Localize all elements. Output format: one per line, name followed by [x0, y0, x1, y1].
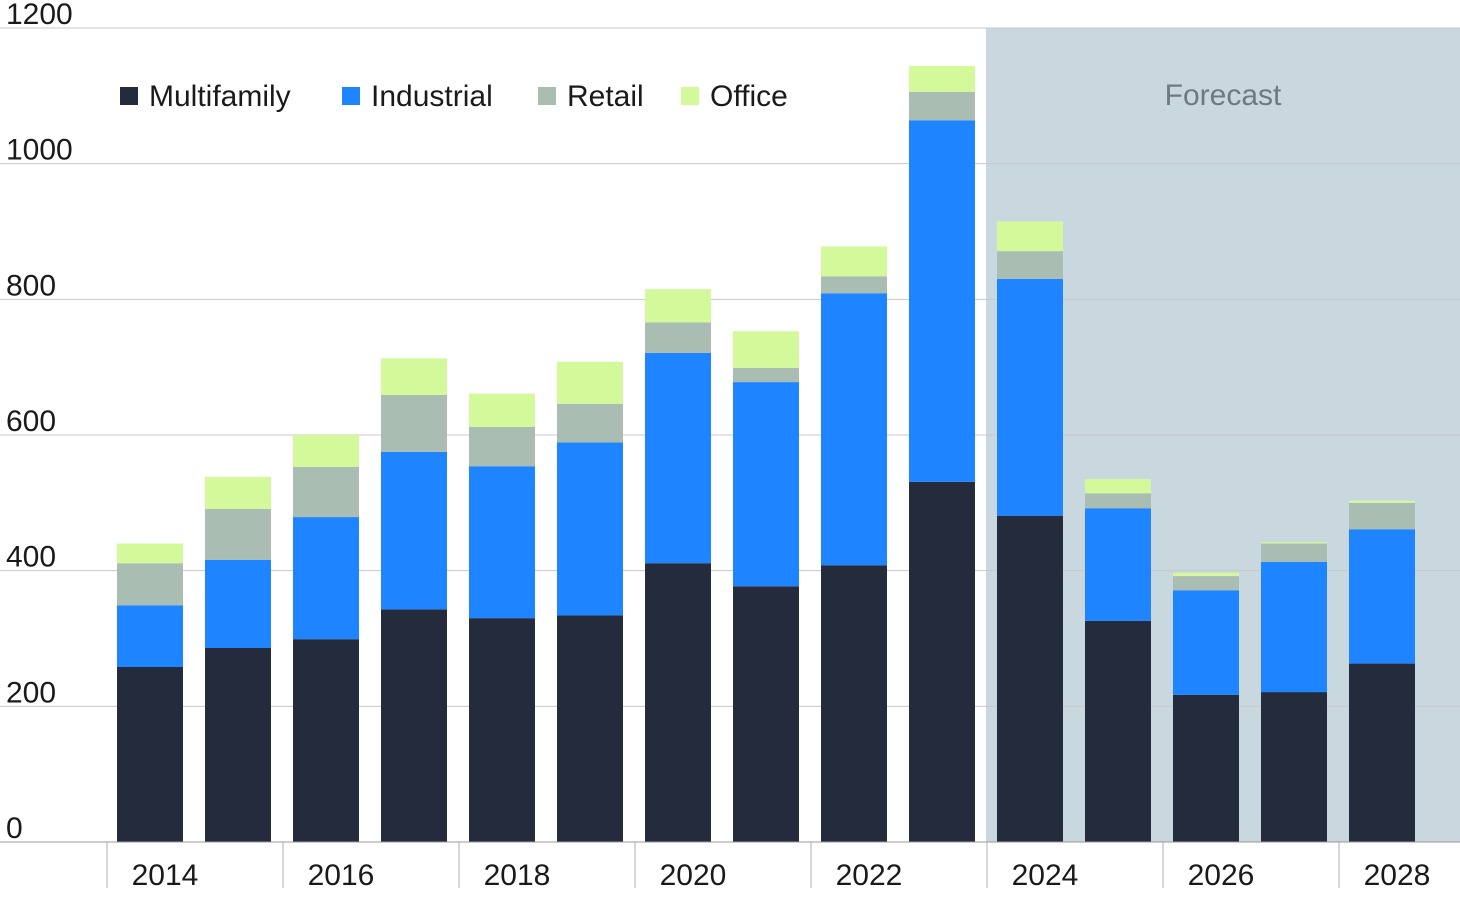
bar-multifamily-2028	[1349, 663, 1415, 842]
legend-swatch-industrial	[342, 87, 360, 105]
bar-office-2021	[733, 331, 799, 368]
bar-industrial-2023	[909, 120, 975, 482]
x-tick-label: 2018	[484, 859, 551, 892]
x-tick-label: 2028	[1364, 859, 1431, 892]
bar-multifamily-2020	[645, 563, 711, 842]
bar-multifamily-2026	[1173, 694, 1239, 842]
bar-retail-2026	[1173, 576, 1239, 591]
forecast-label: Forecast	[1165, 79, 1282, 112]
bar-office-2014	[117, 543, 183, 564]
y-tick-label: 600	[6, 405, 56, 438]
bar-retail-2027	[1261, 543, 1327, 562]
bar-industrial-2022	[821, 293, 887, 566]
legend-swatch-office	[681, 87, 699, 105]
bar-retail-2024	[997, 251, 1063, 279]
bar-office-2022	[821, 246, 887, 277]
bar-retail-2019	[557, 403, 623, 443]
bar-office-2015	[205, 477, 271, 509]
bar-industrial-2016	[293, 517, 359, 640]
y-tick-label: 1000	[6, 134, 73, 167]
bar-retail-2016	[293, 466, 359, 518]
bar-industrial-2027	[1261, 561, 1327, 693]
bar-industrial-2020	[645, 352, 711, 564]
legend-label-industrial: Industrial	[371, 80, 493, 113]
bar-industrial-2019	[557, 442, 623, 616]
bar-retail-2020	[645, 322, 711, 353]
bar-multifamily-2025	[1085, 620, 1151, 842]
y-tick-label: 0	[6, 812, 23, 845]
y-axis-ticks: 0 200 400 600 800 1000 1200	[6, 0, 73, 845]
x-tick-label: 2020	[660, 859, 727, 892]
y-tick-label: 200	[6, 676, 56, 709]
bar-multifamily-2018	[469, 618, 535, 842]
bar-retail-2018	[469, 426, 535, 467]
bars	[117, 65, 1415, 842]
bar-office-2024	[997, 221, 1063, 252]
bar-multifamily-2023	[909, 481, 975, 842]
x-tick-label: 2014	[132, 859, 199, 892]
bar-retail-2028	[1349, 502, 1415, 530]
bar-industrial-2018	[469, 466, 535, 619]
y-tick-label: 400	[6, 541, 56, 574]
legend-label-retail: Retail	[567, 80, 644, 113]
bar-retail-2017	[381, 394, 447, 452]
bar-industrial-2015	[205, 559, 271, 648]
x-tick-label: 2016	[308, 859, 375, 892]
bar-multifamily-2016	[293, 639, 359, 842]
bar-retail-2014	[117, 563, 183, 606]
bar-industrial-2024	[997, 278, 1063, 516]
bar-retail-2015	[205, 508, 271, 560]
bar-multifamily-2019	[557, 615, 623, 842]
bar-multifamily-2014	[117, 666, 183, 842]
bar-office-2027	[1261, 542, 1327, 544]
bar-industrial-2026	[1173, 590, 1239, 695]
legend-swatch-retail	[538, 87, 556, 105]
y-tick-label: 800	[6, 269, 56, 302]
bar-retail-2022	[821, 276, 887, 294]
bar-office-2016	[293, 435, 359, 467]
bar-industrial-2014	[117, 605, 183, 667]
bar-office-2023	[909, 65, 975, 92]
legend-label-office: Office	[710, 80, 788, 113]
bar-office-2025	[1085, 479, 1151, 494]
x-tick-label: 2024	[1012, 859, 1079, 892]
bar-multifamily-2021	[733, 586, 799, 842]
bar-office-2019	[557, 361, 623, 404]
bar-industrial-2021	[733, 382, 799, 587]
bar-retail-2021	[733, 367, 799, 383]
bar-office-2028	[1349, 500, 1415, 503]
bar-industrial-2017	[381, 451, 447, 610]
bar-industrial-2025	[1085, 508, 1151, 621]
x-axis: 2014 2016 2018 2020 2022 2024 2026 2028	[0, 841, 1460, 892]
bar-retail-2023	[909, 91, 975, 121]
bar-retail-2025	[1085, 493, 1151, 509]
bar-multifamily-2024	[997, 515, 1063, 842]
bar-multifamily-2017	[381, 609, 447, 842]
bar-multifamily-2027	[1261, 692, 1327, 842]
legend-label-multifamily: Multifamily	[149, 80, 291, 113]
bar-office-2017	[381, 358, 447, 395]
legend-swatch-multifamily	[120, 87, 138, 105]
x-tick-label: 2022	[836, 859, 903, 892]
bar-office-2018	[469, 393, 535, 427]
bar-multifamily-2015	[205, 647, 271, 842]
bar-multifamily-2022	[821, 565, 887, 842]
bar-office-2020	[645, 289, 711, 323]
x-tick-label: 2026	[1188, 859, 1255, 892]
bar-industrial-2028	[1349, 529, 1415, 664]
y-tick-label: 1200	[6, 0, 73, 31]
legend: Multifamily Industrial Retail Office	[120, 80, 788, 113]
bar-office-2026	[1173, 572, 1239, 577]
